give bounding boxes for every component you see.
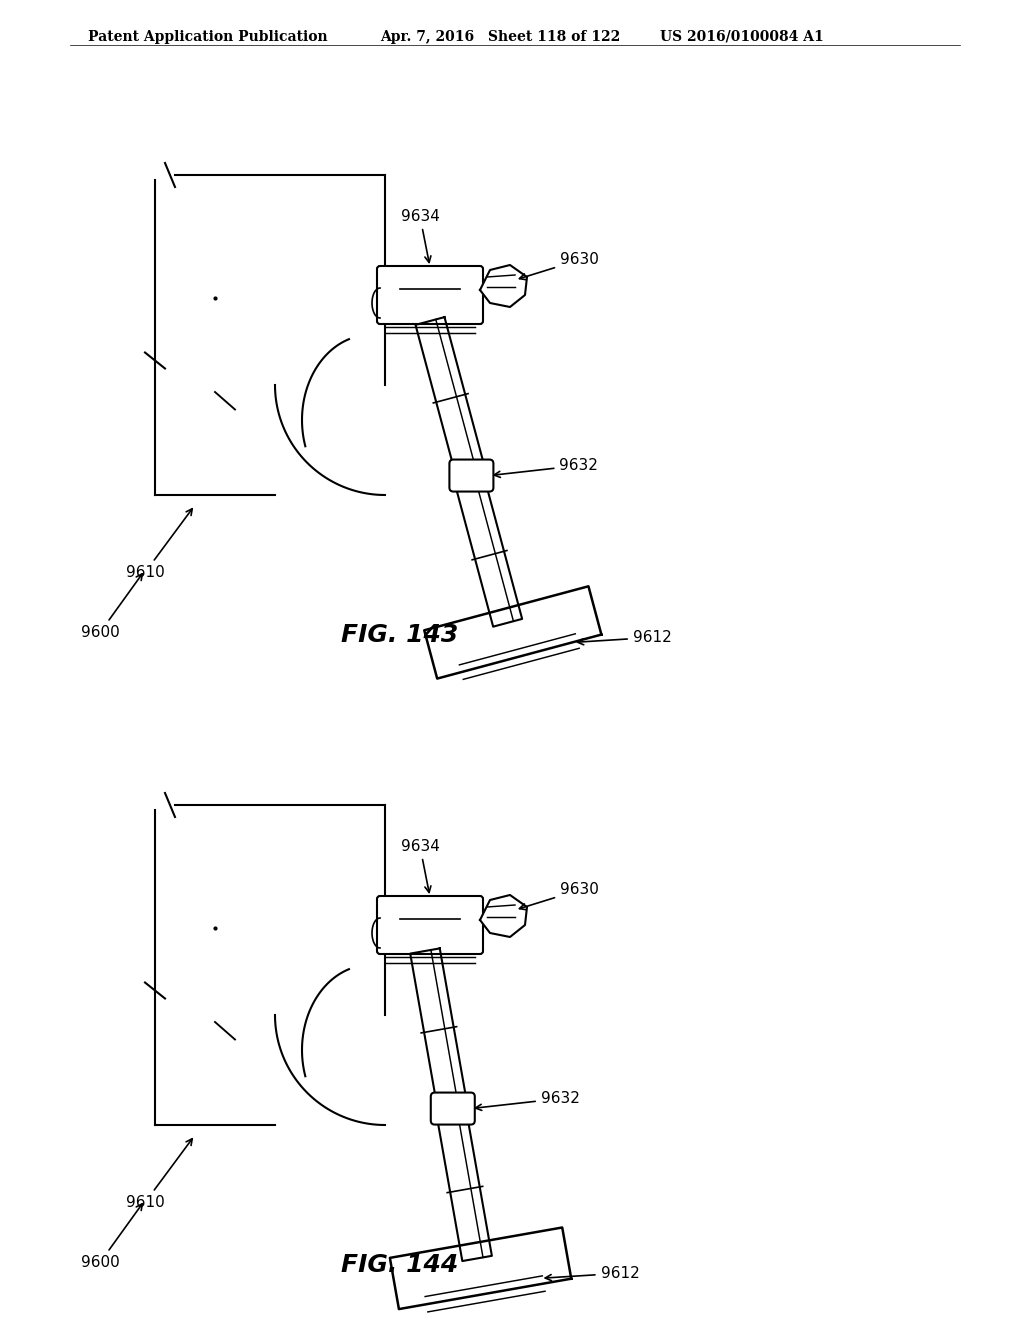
Text: 9634: 9634 xyxy=(400,209,439,263)
Text: Apr. 7, 2016: Apr. 7, 2016 xyxy=(380,30,474,44)
Polygon shape xyxy=(438,1118,492,1261)
Text: US 2016/0100084 A1: US 2016/0100084 A1 xyxy=(660,30,823,44)
Text: 9632: 9632 xyxy=(494,458,598,478)
Polygon shape xyxy=(457,483,522,627)
Text: 9612: 9612 xyxy=(578,630,672,645)
FancyBboxPatch shape xyxy=(377,896,483,954)
Text: Patent Application Publication: Patent Application Publication xyxy=(88,30,328,44)
Text: 9600: 9600 xyxy=(81,574,142,640)
Text: 9600: 9600 xyxy=(81,1204,142,1270)
Polygon shape xyxy=(411,948,468,1111)
Text: 9612: 9612 xyxy=(545,1266,639,1280)
FancyBboxPatch shape xyxy=(431,1093,475,1125)
Text: FIG. 144: FIG. 144 xyxy=(341,1253,459,1276)
Text: Sheet 118 of 122: Sheet 118 of 122 xyxy=(488,30,621,44)
Text: FIG. 143: FIG. 143 xyxy=(341,623,459,647)
Polygon shape xyxy=(416,317,486,479)
FancyBboxPatch shape xyxy=(450,459,494,491)
Polygon shape xyxy=(480,265,527,308)
Polygon shape xyxy=(480,895,527,937)
Text: 9634: 9634 xyxy=(400,840,439,892)
FancyBboxPatch shape xyxy=(377,267,483,323)
Text: 9630: 9630 xyxy=(519,883,599,909)
Text: 9632: 9632 xyxy=(475,1092,580,1110)
Text: 9610: 9610 xyxy=(126,508,193,579)
Polygon shape xyxy=(390,1228,571,1309)
Text: 9610: 9610 xyxy=(126,1139,193,1210)
Polygon shape xyxy=(424,586,601,678)
Text: 9630: 9630 xyxy=(519,252,599,280)
